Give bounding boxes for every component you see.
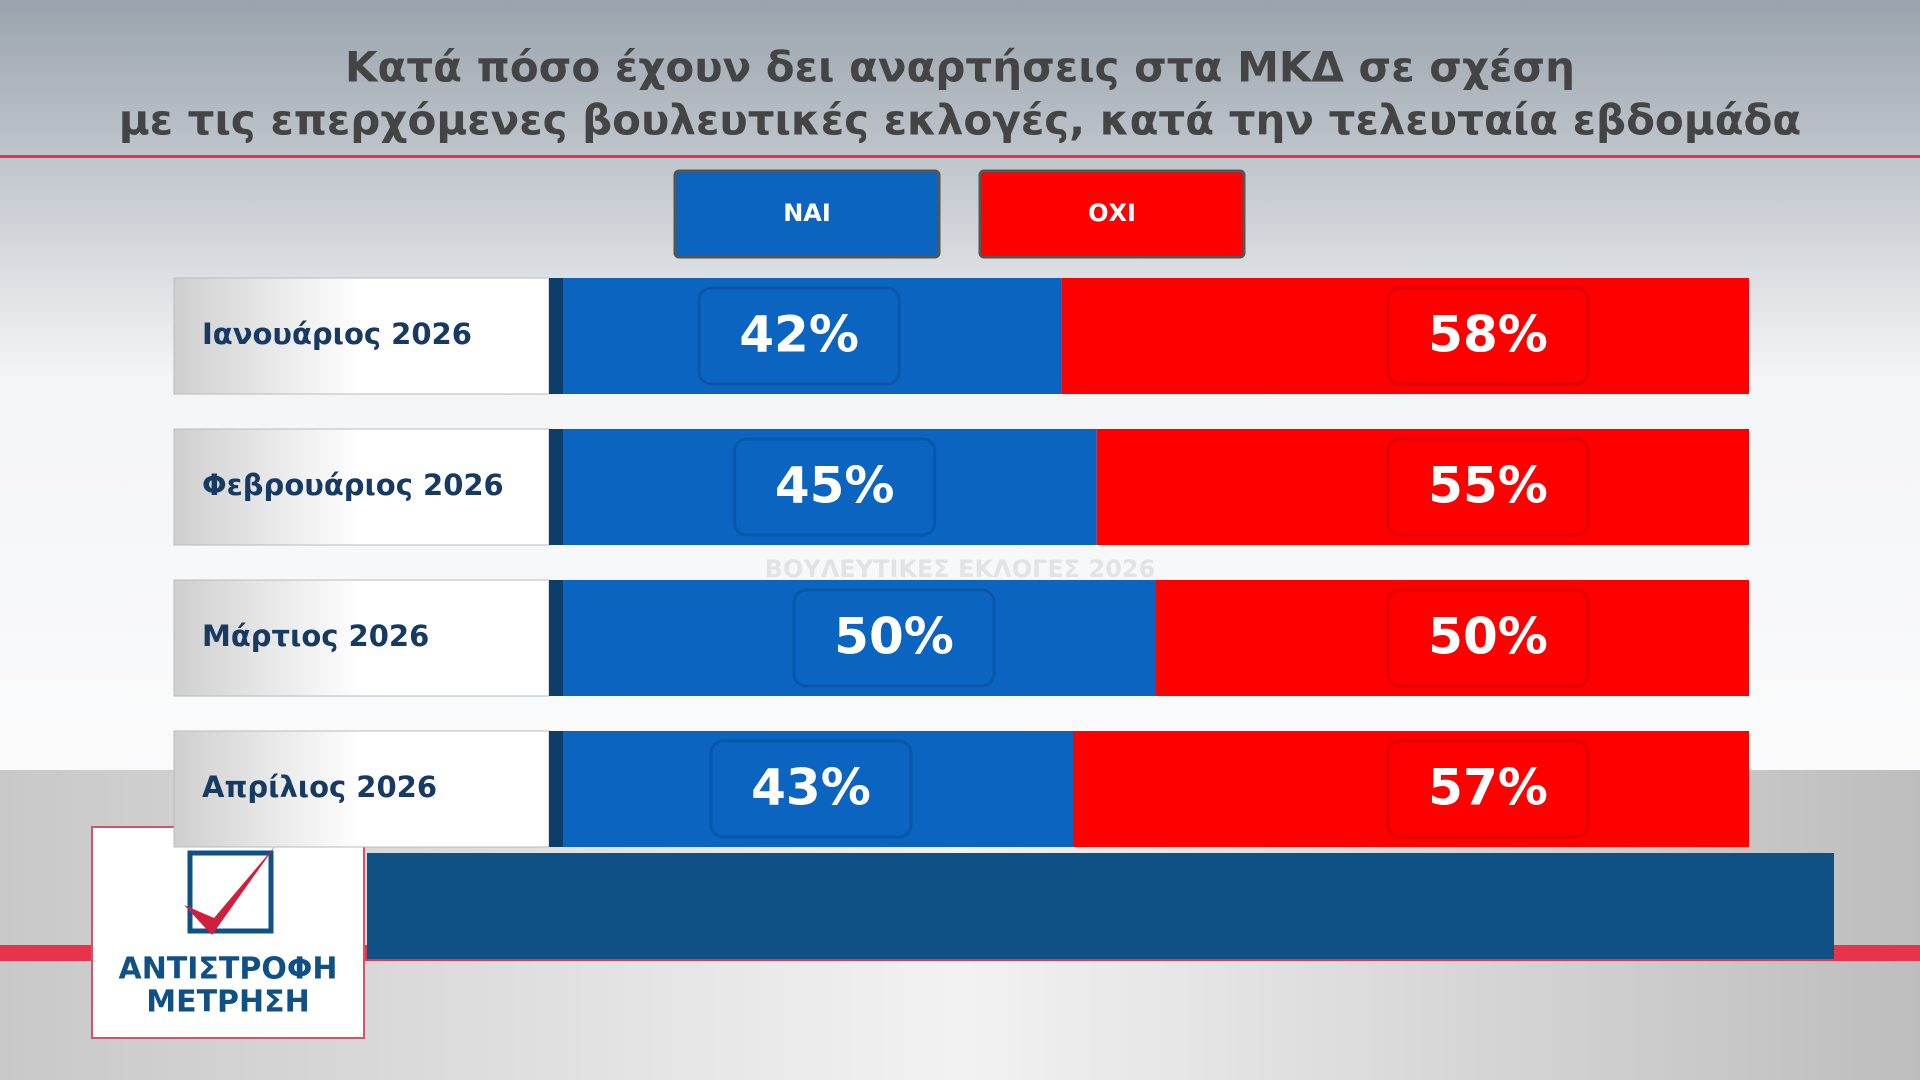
bottom-band	[367, 853, 1834, 959]
chart-title: με τις επερχόμενες βουλευτικές εκλογές, …	[119, 96, 1802, 145]
logo: ΑΝΤΙΣΤΡΟΦΗ ΜΕΤΡΗΣΗ	[91, 826, 365, 1039]
title-rule	[0, 155, 1920, 158]
value-box	[1386, 739, 1590, 839]
bar-segment	[1072, 731, 1749, 847]
legend-swatch	[978, 169, 1246, 259]
value-box	[1386, 437, 1590, 537]
value-box	[1386, 588, 1590, 688]
bar-segment	[1061, 278, 1749, 394]
category-box	[173, 730, 550, 848]
bar-segment	[563, 731, 1073, 847]
divider	[549, 278, 563, 394]
bar-segment	[1156, 580, 1749, 696]
value-label: 43%	[751, 759, 871, 817]
bar-segment	[563, 580, 1156, 696]
bar-segment	[1096, 429, 1749, 545]
logo-text: ΜΕΤΡΗΣΗ	[146, 985, 310, 1020]
y-tick-label: Μάρτιος 2026	[202, 619, 429, 653]
value-label: 58%	[1428, 306, 1548, 364]
category-box	[173, 579, 550, 697]
value-box	[792, 588, 996, 688]
divider	[549, 731, 563, 847]
y-tick-label: Απρίλιος 2026	[202, 770, 437, 804]
logo-square	[187, 850, 274, 934]
y-tick-label: Ιανουάριος 2026	[202, 317, 472, 351]
divider	[549, 429, 563, 545]
bar-segment	[563, 429, 1097, 545]
value-label: 42%	[739, 306, 859, 364]
logo-text: ΑΝΤΙΣΤΡΟΦΗ	[118, 952, 337, 987]
value-box	[733, 437, 937, 537]
value-label: 45%	[775, 457, 895, 515]
bar-segment	[563, 278, 1062, 394]
legend-label: ΝΑΙ	[783, 199, 831, 227]
y-tick-label: Φεβρουάριος 2026	[202, 468, 504, 502]
value-box	[1386, 286, 1590, 386]
divider	[549, 580, 563, 696]
value-label: 55%	[1428, 457, 1548, 515]
chart-title: Κατά πόσο έχουν δει αναρτήσεις στα ΜΚΔ σ…	[345, 43, 1575, 92]
value-box	[697, 286, 901, 386]
watermark: ΒΟΥΛΕΥΤΙΚΕΣ ΕΚΛΟΓΕΣ 2026	[765, 555, 1156, 583]
value-box	[709, 739, 913, 839]
value-label: 50%	[834, 608, 954, 666]
legend-swatch	[673, 169, 941, 259]
value-label: 50%	[1428, 608, 1548, 666]
legend-label: ΟΧΙ	[1088, 199, 1136, 227]
value-label: 57%	[1428, 759, 1548, 817]
category-box	[173, 428, 550, 546]
